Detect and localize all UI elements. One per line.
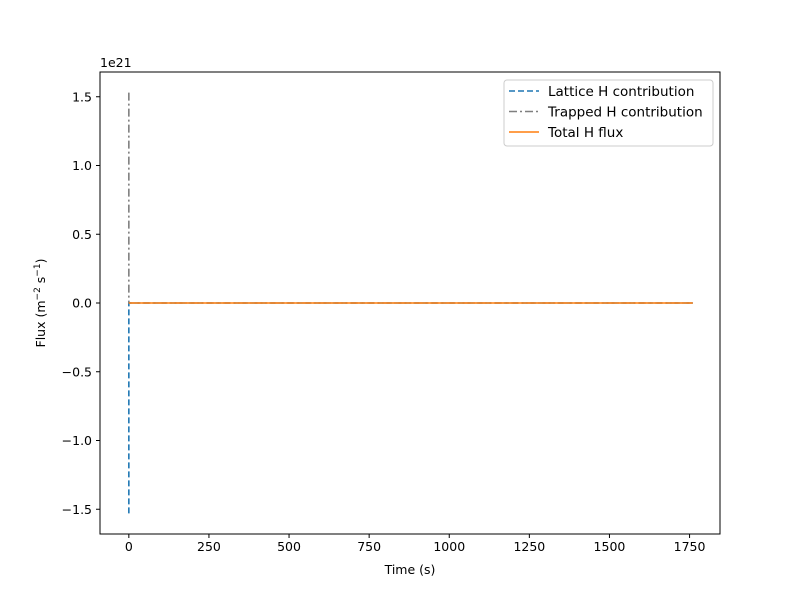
legend: Lattice H contribution Trapped H contribu… xyxy=(503,79,714,147)
x-axis-label: Time (s) xyxy=(384,562,436,577)
y-axis-label-sup1: −2 xyxy=(33,287,43,300)
y-axis-label-sup2: −1 xyxy=(33,263,43,276)
legend-frame xyxy=(503,79,714,147)
y-tick-label: 1.0 xyxy=(72,158,92,173)
x-tick-label: 0 xyxy=(125,539,133,554)
y-tick-label: 1.5 xyxy=(72,89,92,104)
legend-label: Total H flux xyxy=(547,125,623,141)
x-tick-label: 1750 xyxy=(674,539,706,554)
y-tick-label: 0.5 xyxy=(72,227,92,242)
x-tick-label: 1250 xyxy=(513,539,545,554)
x-tick-label: 250 xyxy=(197,539,221,554)
y-tick-label: −1.0 xyxy=(62,433,92,448)
x-tick-label: 750 xyxy=(357,539,381,554)
legend-label: Lattice H contribution xyxy=(548,84,694,100)
y-axis-label-mid: s xyxy=(33,277,48,288)
legend-label: Trapped H contribution xyxy=(547,105,703,121)
y-tick-label: −0.5 xyxy=(62,364,92,379)
y-axis-label-base: Flux (m xyxy=(33,300,48,347)
y-axis-label-end: ) xyxy=(33,259,48,264)
x-tick-label: 1500 xyxy=(594,539,626,554)
y-offset-label: 1e21 xyxy=(100,55,132,70)
x-tick-label: 1000 xyxy=(433,539,465,554)
y-tick-label: 0.0 xyxy=(72,296,92,311)
y-tick-label: −1.5 xyxy=(62,502,92,517)
y-axis-label: Flux (m−2 s−1) xyxy=(33,259,48,348)
x-tick-label: 500 xyxy=(277,539,301,554)
